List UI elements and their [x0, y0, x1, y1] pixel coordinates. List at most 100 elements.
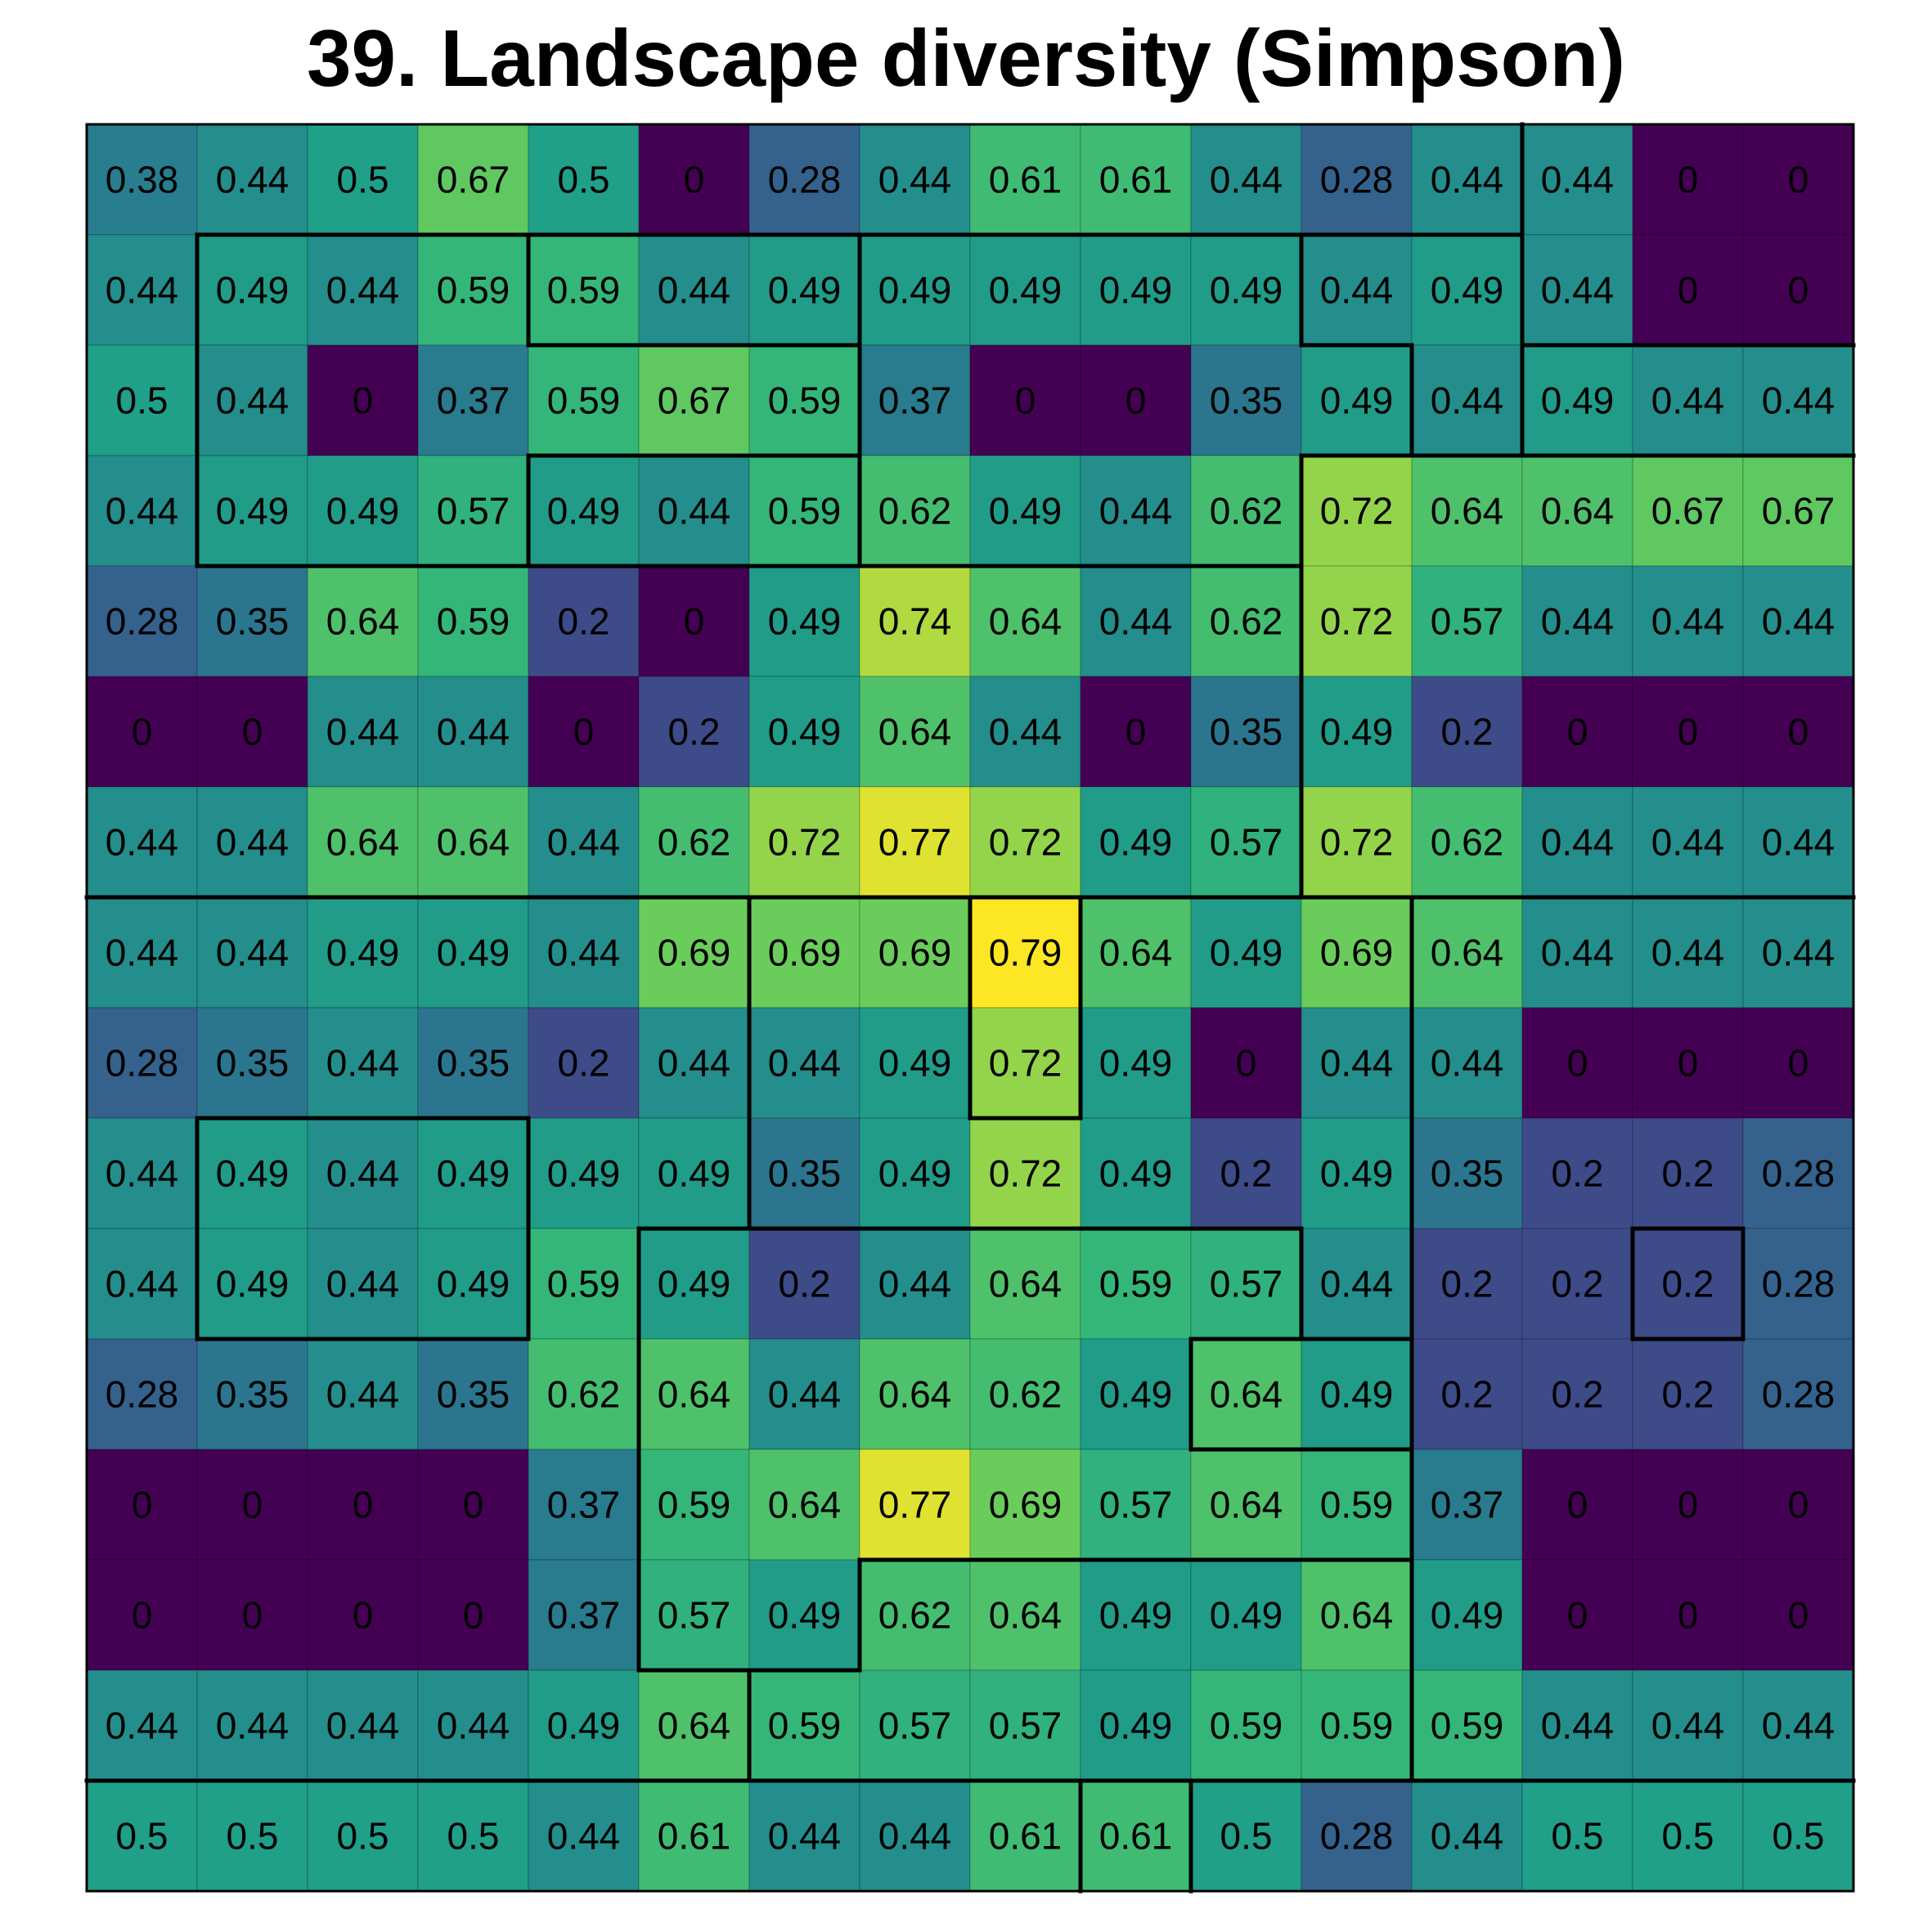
heatmap-cell	[86, 1669, 198, 1781]
cell-value-label: 0.44	[326, 711, 400, 753]
heatmap-cell	[1301, 1669, 1413, 1781]
heatmap-cell	[638, 234, 750, 346]
heatmap-cell	[528, 896, 640, 1009]
cell-value-label: 0.64	[989, 600, 1063, 643]
heatmap-cell	[1190, 1117, 1302, 1229]
cell-value-label: 0.44	[1541, 1705, 1615, 1747]
cell-value-label: 0.59	[658, 1484, 731, 1526]
cell-value-label: 0.2	[1220, 1152, 1273, 1195]
heatmap-cell	[1190, 786, 1302, 898]
cell-value-label: 0.72	[989, 1042, 1063, 1085]
heatmap-cell	[528, 1338, 640, 1450]
cell-value-label: 0	[1678, 1042, 1699, 1085]
heatmap-cell	[1301, 1117, 1413, 1229]
cell-value-label: 0.72	[1320, 490, 1394, 532]
cell-value-label: 0	[573, 711, 595, 753]
heatmap-cell	[748, 344, 860, 456]
heatmap-cell	[1411, 455, 1523, 567]
cell-value-label: 0.2	[1441, 1263, 1494, 1305]
cell-value-label: 0.49	[768, 711, 842, 753]
heatmap-cell	[1080, 676, 1192, 788]
cell-value-label: 0	[242, 1594, 263, 1637]
cell-value-label: 0.44	[1431, 159, 1504, 201]
heatmap-cell	[196, 565, 308, 677]
cell-value-label: 0.49	[216, 1263, 290, 1305]
cell-value-label: 0.37	[1431, 1484, 1504, 1526]
heatmap-cell	[1411, 344, 1523, 456]
heatmap-cell	[528, 565, 640, 677]
cell-value-label: 0.49	[658, 1263, 731, 1305]
cell-value-label: 0.49	[216, 269, 290, 312]
cell-value-label: 0.49	[1099, 1705, 1173, 1747]
cell-value-label: 0.28	[106, 1373, 179, 1416]
heatmap-cell	[417, 565, 529, 677]
cell-value-label: 0.44	[658, 490, 731, 532]
cell-value-label: 0.35	[768, 1152, 842, 1195]
cell-value-label: 0.49	[1099, 1594, 1173, 1637]
cell-value-label: 0.79	[989, 932, 1063, 974]
cell-value-label: 0.44	[106, 1705, 179, 1747]
cell-value-label: 0.49	[547, 490, 621, 532]
heatmap-cell	[1411, 1228, 1523, 1340]
heatmap-cell	[307, 344, 419, 456]
heatmap-cell	[1632, 565, 1744, 677]
heatmap-cell	[528, 1559, 640, 1671]
cell-value-label: 0	[242, 1484, 263, 1526]
heatmap-cell	[1190, 1228, 1302, 1340]
cell-value-label: 0.2	[1552, 1263, 1604, 1305]
heatmap-cell	[86, 1338, 198, 1450]
cell-value-label: 0.72	[989, 1152, 1063, 1195]
heatmap-cell	[638, 1780, 750, 1892]
heatmap-cell	[417, 1228, 529, 1340]
cell-value-label: 0.44	[326, 1705, 400, 1747]
cell-value-label: 0.59	[547, 380, 621, 422]
cell-value-label: 0.61	[1099, 159, 1173, 201]
heatmap-cell	[196, 1117, 308, 1229]
heatmap-cell	[1080, 786, 1192, 898]
cell-value-label: 0.35	[437, 1042, 510, 1085]
cell-value-label: 0.44	[1099, 490, 1173, 532]
cell-value-label: 0.49	[1099, 269, 1173, 312]
cell-value-label: 0.61	[989, 1815, 1063, 1858]
heatmap-cell	[528, 1228, 640, 1340]
cell-value-label: 0.5	[1552, 1815, 1604, 1858]
cell-value-label: 0.44	[1541, 159, 1615, 201]
cell-value-label: 0.38	[106, 159, 179, 201]
heatmap-cell	[748, 1669, 860, 1781]
heatmap-cell	[748, 1338, 860, 1450]
heatmap-cell	[748, 234, 860, 346]
cell-value-label: 0.62	[547, 1373, 621, 1416]
heatmap-cell	[859, 344, 971, 456]
heatmap-cell	[1632, 1669, 1744, 1781]
cell-value-label: 0.57	[1431, 600, 1504, 643]
cell-value-label: 0.44	[547, 932, 621, 974]
heatmap-cell	[1301, 676, 1413, 788]
heatmap-cell	[86, 124, 198, 236]
cell-value-label: 0.67	[1762, 490, 1835, 532]
heatmap-cell	[969, 1228, 1081, 1340]
cell-value-label: 0.72	[1320, 600, 1394, 643]
heatmap-cell	[1190, 455, 1302, 567]
heatmap-cell	[1301, 1228, 1413, 1340]
cell-value-label: 0.57	[989, 1705, 1063, 1747]
cell-value-label: 0.44	[1762, 821, 1835, 864]
heatmap-cell	[417, 1338, 529, 1450]
cell-value-label: 0.49	[326, 932, 400, 974]
heatmap-cell	[1411, 896, 1523, 1009]
heatmap-cell	[1742, 1228, 1854, 1340]
heatmap-cell	[1521, 344, 1633, 456]
cell-value-label: 0	[1236, 1042, 1257, 1085]
heatmap-cell	[307, 1780, 419, 1892]
heatmap-cell	[638, 1338, 750, 1450]
heatmap-cell	[86, 1228, 198, 1340]
cell-value-label: 0.69	[658, 932, 731, 974]
cell-value-label: 0.44	[1541, 932, 1615, 974]
cell-value-label: 0.44	[326, 1152, 400, 1195]
cell-value-label: 0.64	[326, 821, 400, 864]
cell-value-label: 0	[1126, 380, 1147, 422]
cell-value-label: 0.44	[1651, 1705, 1725, 1747]
cell-value-label: 0.49	[658, 1152, 731, 1195]
cell-value-label: 0.44	[106, 1263, 179, 1305]
cell-value-label: 0.57	[1099, 1484, 1173, 1526]
heatmap-cell	[969, 1559, 1081, 1671]
